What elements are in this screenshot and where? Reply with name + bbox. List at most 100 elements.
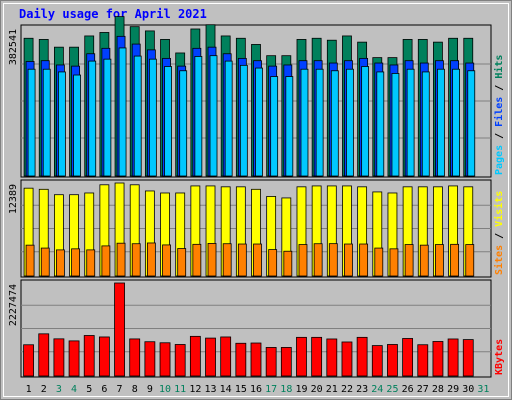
day-label-29: 29 (447, 384, 459, 395)
bar-kbytes-day-10 (159, 342, 171, 377)
bar-kbytes-day-6 (98, 336, 110, 377)
bar-sites-day-23 (359, 243, 369, 277)
bar-sites-day-12 (192, 243, 202, 277)
bar-kbytes-day-15 (235, 342, 247, 377)
bar-pages-day-21 (330, 70, 339, 177)
bar-pages-day-12 (194, 56, 203, 177)
bar-pages-day-7 (118, 47, 127, 177)
bar-kbytes-day-5 (83, 335, 95, 377)
day-label-19: 19 (295, 384, 307, 395)
bar-pages-day-11 (179, 70, 188, 177)
bar-sites-day-16 (253, 243, 262, 277)
bar-sites-day-7 (116, 242, 126, 277)
axis-label-pages: Pages (494, 145, 505, 175)
day-label-27: 27 (417, 384, 429, 395)
y-max-label: 382541 (8, 29, 19, 65)
axis-label-kbytes: KBytes (494, 339, 505, 375)
bar-kbytes-day-22 (341, 341, 353, 377)
bar-pages-day-24 (376, 71, 385, 177)
bar-pages-day-10 (164, 66, 172, 177)
bar-kbytes-day-19 (296, 336, 307, 377)
bar-pages-day-23 (361, 66, 370, 177)
day-label-18: 18 (280, 384, 292, 395)
bar-sites-day-20 (313, 243, 323, 277)
bar-pages-day-20 (315, 68, 324, 177)
bar-pages-day-25 (391, 73, 400, 177)
bar-sites-day-28 (435, 244, 444, 277)
day-label-24: 24 (371, 384, 383, 395)
bar-kbytes-day-13 (205, 337, 216, 377)
bar-kbytes-day-2 (38, 333, 50, 377)
bar-kbytes-day-18 (280, 347, 292, 377)
axis-label-sites: Sites (493, 245, 505, 275)
day-label-26: 26 (402, 384, 414, 395)
day-label-1: 1 (26, 384, 32, 395)
bar-pages-day-17 (270, 76, 279, 177)
bar-pages-day-6 (103, 58, 112, 177)
day-label-4: 4 (71, 384, 77, 395)
day-label-14: 14 (220, 384, 232, 395)
bar-kbytes-day-30 (462, 339, 474, 377)
bar-kbytes-day-3 (53, 338, 65, 377)
day-label-16: 16 (250, 384, 262, 395)
bar-sites-day-11 (177, 248, 187, 277)
bar-kbytes-day-23 (356, 336, 368, 377)
day-label-12: 12 (189, 384, 201, 395)
bar-pages-day-26 (406, 68, 415, 177)
bar-sites-day-1 (25, 244, 35, 277)
bar-sites-day-14 (222, 243, 232, 277)
axis-label-hits: Hits (493, 55, 505, 79)
day-labels: 1 2 3 4 5 6 7 8 9 10 11 12 13 14 15 16 17 18 19 20 21 22 23 24 2… (26, 384, 490, 395)
bar-kbytes-day-28 (432, 341, 444, 377)
bar-pages-day-14 (224, 60, 233, 177)
bar-sites-day-8 (131, 243, 141, 277)
bar-pages-day-15 (239, 64, 248, 177)
bar-sites-day-22 (344, 243, 353, 277)
day-label-22: 22 (341, 384, 353, 395)
series-axis-label: Pages / Files / Hits (493, 55, 505, 175)
bar-pages-day-8 (133, 55, 142, 177)
bar-pages-day-3 (58, 71, 66, 177)
bar-sites-day-2 (40, 247, 50, 277)
day-label-30: 30 (462, 384, 474, 395)
bar-kbytes-day-24 (371, 345, 383, 377)
bar-sites-day-26 (404, 244, 414, 277)
bar-kbytes-day-16 (250, 342, 262, 377)
day-label-17: 17 (265, 384, 277, 395)
bar-kbytes-day-1 (23, 344, 34, 377)
bar-pages-day-30 (467, 70, 476, 177)
bar-pages-day-29 (452, 68, 460, 177)
bar-pages-day-5 (88, 60, 97, 177)
bar-pages-day-18 (285, 76, 294, 177)
chart-title: Daily usage for April 2021 (19, 7, 207, 21)
panel-hits-files-pages: 382541 Pages / Files / Hits (8, 16, 505, 178)
bar-pages-day-19 (300, 68, 309, 177)
bar-sites-day-13 (207, 243, 217, 277)
panel-kbytes: 2227474 KBytes (8, 279, 505, 378)
bar-pages-day-16 (255, 67, 263, 177)
axis-label-separator: / (494, 127, 505, 145)
bar-kbytes-day-29 (447, 338, 459, 377)
day-label-10: 10 (159, 384, 171, 395)
bar-sites-day-18 (283, 250, 293, 277)
bar-sites-day-19 (298, 244, 308, 277)
bar-sites-day-29 (450, 243, 459, 277)
bar-kbytes-day-14 (220, 336, 232, 377)
panel-visits-sites: 12389 Sites / Visits (8, 179, 505, 278)
bar-sites-day-30 (465, 244, 475, 277)
day-label-25: 25 (386, 384, 398, 395)
bar-sites-day-25 (389, 248, 399, 277)
bar-sites-day-10 (162, 244, 171, 277)
bar-kbytes-day-8 (129, 338, 141, 377)
bar-sites-day-24 (374, 247, 384, 277)
bar-sites-day-15 (237, 243, 247, 277)
bar-pages-day-22 (346, 68, 354, 177)
bar-pages-day-2 (42, 68, 51, 177)
bar-kbytes-day-17 (265, 347, 277, 377)
bar-sites-day-27 (419, 244, 429, 277)
axis-label-files: Files (493, 97, 505, 127)
bar-kbytes-day-9 (144, 341, 156, 377)
bar-sites-day-3 (56, 249, 65, 277)
bar-kbytes-day-26 (402, 338, 414, 377)
